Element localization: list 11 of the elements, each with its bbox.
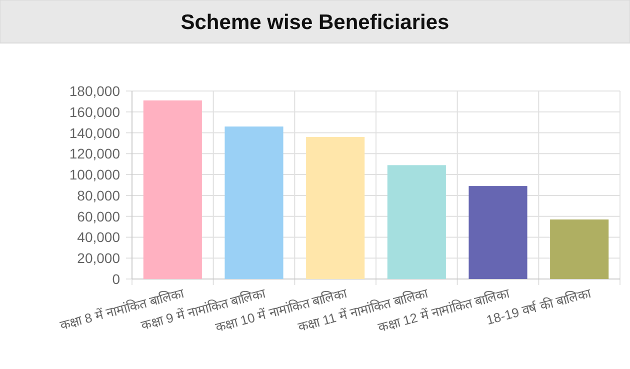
y-tick-label: 80,000 bbox=[77, 187, 120, 204]
y-tick-label: 60,000 bbox=[77, 208, 120, 224]
y-tick-label: 0 bbox=[112, 271, 120, 287]
y-tick-label: 40,000 bbox=[77, 229, 120, 246]
y-tick-label: 120,000 bbox=[69, 146, 120, 162]
y-tick-label: 160,000 bbox=[69, 104, 120, 120]
y-tick-label: 140,000 bbox=[69, 124, 120, 141]
chart-title: Scheme wise Beneficiaries bbox=[180, 11, 450, 34]
y-tick-label: 100,000 bbox=[69, 166, 120, 183]
y-tick-label: 180,000 bbox=[69, 83, 120, 99]
y-tick-label: 20,000 bbox=[77, 250, 120, 266]
